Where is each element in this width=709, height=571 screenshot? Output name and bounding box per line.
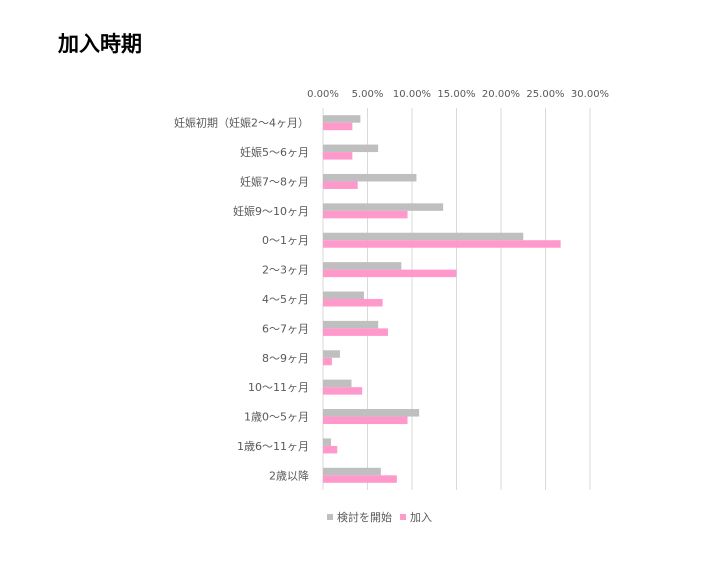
bar-consider — [323, 144, 379, 153]
bar-consider — [323, 320, 379, 329]
x-tick-label: 0.00% — [307, 89, 339, 100]
bar-join — [323, 416, 408, 425]
x-tick-label: 5.00% — [352, 89, 384, 100]
category-label: 4〜5ヶ月 — [262, 293, 309, 306]
bar-consider — [323, 409, 420, 417]
bar-join — [323, 475, 397, 483]
category-label: 1歳6〜11ヶ月 — [237, 440, 309, 453]
bar-join — [323, 152, 353, 160]
bar-join — [323, 181, 358, 189]
bar-join — [323, 240, 561, 248]
category-label: 2歳以降 — [269, 468, 309, 482]
category-label: 1歳0〜5ヶ月 — [244, 411, 309, 424]
bar-consider — [323, 291, 364, 299]
category-label: 妊娠5〜6ヶ月 — [240, 145, 309, 159]
x-tick-label: 30.00% — [571, 89, 609, 100]
category-label: 2〜3ヶ月 — [262, 264, 309, 277]
bar-join — [323, 445, 338, 454]
category-label: 0〜1ヶ月 — [262, 234, 309, 247]
bar-join — [323, 357, 332, 366]
bar-consider — [323, 232, 524, 241]
legend-label: 加入 — [410, 511, 432, 524]
bar-consider — [323, 350, 340, 358]
bar-join — [323, 387, 363, 395]
bar-consider — [323, 379, 352, 388]
category-label: 妊娠初期（妊娠2〜4ヶ月） — [174, 116, 309, 130]
bar-join — [323, 122, 353, 131]
bar-join — [323, 210, 408, 219]
bar-consider — [323, 262, 402, 270]
category-label: 8〜9ヶ月 — [262, 352, 309, 365]
page-title: 加入時期 — [58, 32, 142, 56]
bar-consider — [323, 438, 332, 446]
x-tick-label: 20.00% — [482, 89, 520, 100]
x-tick-label: 10.00% — [393, 89, 431, 100]
bar-join — [323, 328, 388, 336]
category-label: 妊娠9〜10ヶ月 — [233, 204, 309, 218]
x-tick-label: 15.00% — [437, 89, 475, 100]
legend-label: 検討を開始 — [337, 510, 392, 524]
bar-join — [323, 299, 383, 307]
legend-swatch — [400, 514, 406, 520]
category-label: 妊娠7〜8ヶ月 — [240, 174, 309, 188]
bar-consider — [323, 203, 444, 211]
bar-consider — [323, 173, 417, 182]
bar-consider — [323, 467, 381, 476]
bar-join — [323, 269, 457, 278]
category-label: 10〜11ヶ月 — [248, 381, 309, 394]
x-tick-label: 25.00% — [526, 89, 564, 100]
category-label: 6〜7ヶ月 — [262, 322, 309, 335]
legend-swatch — [327, 514, 333, 520]
bar-consider — [323, 115, 361, 123]
